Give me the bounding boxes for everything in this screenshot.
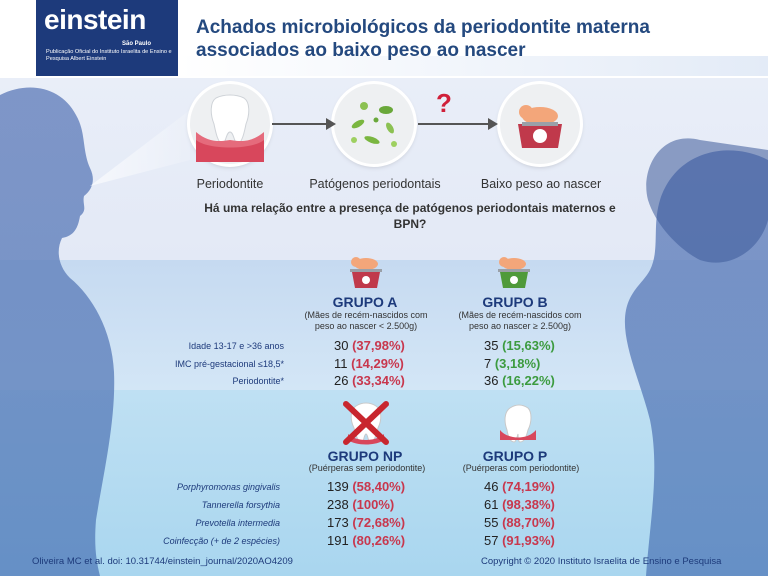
einstein-logo: einstein São Paulo Publicação Oficial do… bbox=[36, 0, 178, 76]
speech-beam bbox=[90, 110, 190, 186]
percent: (33,34%) bbox=[352, 373, 405, 388]
question-mark: ? bbox=[436, 88, 452, 118]
row-label: Idade 13-17 e >36 anos bbox=[188, 341, 284, 351]
group-p-value: 61 (98,38%) bbox=[484, 497, 555, 512]
percent: (100%) bbox=[352, 497, 395, 512]
count: 7 bbox=[484, 356, 495, 371]
count: 46 bbox=[484, 479, 503, 494]
count: 11 bbox=[334, 356, 352, 371]
percent: (16,22%) bbox=[502, 373, 555, 388]
count: 36 bbox=[484, 373, 503, 388]
count: 61 bbox=[484, 497, 503, 512]
percent: (3,18%) bbox=[494, 356, 541, 371]
percent: (91,93%) bbox=[502, 533, 555, 548]
group-a-value: 30 (37,98%) bbox=[334, 338, 405, 353]
research-question: Há uma relação entre a presença de patóg… bbox=[204, 201, 616, 231]
percent: (15,63%) bbox=[502, 338, 555, 353]
logo-word: einstein bbox=[44, 4, 146, 35]
count: 30 bbox=[334, 338, 353, 353]
row-label: IMC pré-gestacional ≤18,5* bbox=[175, 359, 284, 369]
percent: (88,70%) bbox=[502, 515, 555, 530]
group-np-subtitle: (Puérperas sem periodontite) bbox=[308, 463, 426, 473]
step-label-pathogens: Patógenos periodontais bbox=[309, 177, 441, 191]
page-title: Achados microbiológicos da periodontite … bbox=[196, 17, 650, 61]
group-a-subtitle: (Mães de recém-nascidos com peso ao nasc… bbox=[304, 310, 428, 331]
group-b-value: 36 (16,22%) bbox=[484, 373, 555, 388]
group-np-value: 139 (58,40%) bbox=[327, 479, 405, 494]
percent: (37,98%) bbox=[352, 338, 405, 353]
group-b-subtitle: (Mães de recém-nascidos com peso ao nasc… bbox=[458, 310, 582, 331]
left-silhouette bbox=[0, 87, 115, 576]
baby-scale-red-icon bbox=[350, 257, 382, 288]
periodontitis-circle bbox=[190, 84, 270, 164]
group-p-value: 55 (88,70%) bbox=[484, 515, 555, 530]
group-p-value: 57 (91,93%) bbox=[484, 533, 555, 548]
tooth-periodontitis-icon bbox=[500, 404, 536, 443]
footer-citation: Oliveira MC et al. doi: 10.31744/einstei… bbox=[32, 556, 293, 567]
count: 191 bbox=[327, 533, 353, 548]
tooth-gum-icon bbox=[196, 94, 264, 162]
percent: (74,19%) bbox=[502, 479, 555, 494]
logo-publication: Publicação Oficial do Instituto Israelit… bbox=[46, 49, 172, 62]
group-p-value: 46 (74,19%) bbox=[484, 479, 555, 494]
group-a-value: 26 (33,34%) bbox=[334, 373, 405, 388]
percent: (14,29%) bbox=[351, 356, 404, 371]
group-np-value: 173 (72,68%) bbox=[327, 515, 405, 530]
group-np-value: 191 (80,26%) bbox=[327, 533, 405, 548]
step-label-periodontitis: Periodontite bbox=[196, 177, 264, 191]
row-label: Periodontite* bbox=[232, 376, 284, 386]
count: 173 bbox=[327, 515, 353, 530]
group-b-value: 7 (3,18%) bbox=[484, 356, 540, 371]
count: 139 bbox=[327, 479, 353, 494]
arrow-icon bbox=[418, 118, 498, 130]
group-p-subtitle: (Puérperas com periodontite) bbox=[462, 463, 580, 473]
group-np-title: GRUPO NP bbox=[327, 448, 403, 464]
percent: (80,26%) bbox=[352, 533, 406, 548]
percent: (72,68%) bbox=[352, 515, 406, 530]
percent: (98,38%) bbox=[502, 497, 555, 512]
count: 238 bbox=[327, 497, 353, 512]
row-label: Tannerella forsythia bbox=[201, 500, 280, 510]
logo-city: São Paulo bbox=[122, 41, 152, 47]
baby-scale-green-icon bbox=[498, 257, 530, 288]
group-b-title: GRUPO B bbox=[482, 294, 548, 310]
count: 26 bbox=[334, 373, 353, 388]
header-band bbox=[178, 56, 768, 76]
arrow-icon bbox=[272, 118, 336, 130]
step-label-low-birth-weight: Baixo peso ao nascer bbox=[480, 177, 602, 191]
bacteria-icon bbox=[351, 102, 397, 147]
count: 35 bbox=[484, 338, 503, 353]
group-a-value: 11 (14,29%) bbox=[334, 356, 404, 371]
footer-copyright: Copyright © 2020 Instituto Israelita de … bbox=[481, 556, 722, 567]
right-hair bbox=[646, 138, 768, 263]
row-label: Coinfecção (+ de 2 espécies) bbox=[163, 536, 280, 546]
row-label: Porphyromonas gingivalis bbox=[176, 482, 280, 492]
group-b-value: 35 (15,63%) bbox=[484, 338, 555, 353]
group-a-title: GRUPO A bbox=[332, 294, 398, 310]
group-np-value: 238 (100%) bbox=[327, 497, 394, 512]
count: 57 bbox=[484, 533, 503, 548]
baby-scale-icon bbox=[518, 105, 562, 148]
percent: (58,40%) bbox=[352, 479, 406, 494]
low-birth-weight-circle bbox=[500, 84, 580, 164]
pathogens-circle bbox=[334, 84, 414, 164]
healthy-tooth-crossed-icon bbox=[343, 401, 389, 445]
group-p-title: GRUPO P bbox=[482, 448, 548, 464]
row-label: Prevotella intermedia bbox=[195, 518, 280, 528]
count: 55 bbox=[484, 515, 503, 530]
